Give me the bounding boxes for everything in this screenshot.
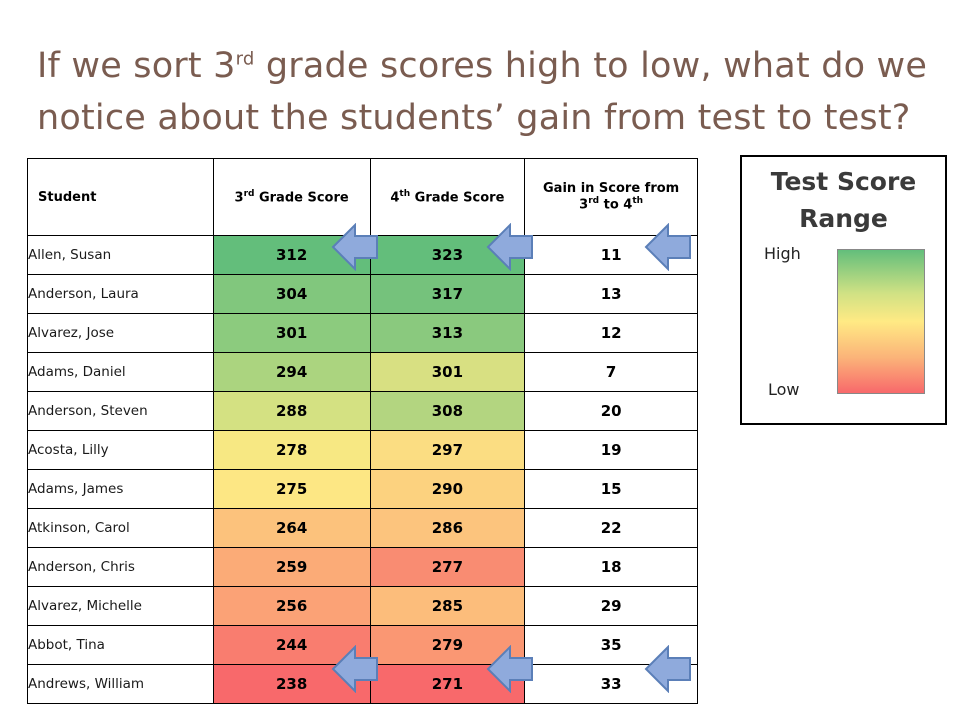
legend-high-label: High <box>764 244 801 263</box>
grade3-score-cell: 256 <box>212 586 371 626</box>
gain-cell: 7 <box>524 352 698 392</box>
student-name-cell: Allen, Susan <box>27 235 214 275</box>
gain-cell: 29 <box>524 586 698 626</box>
grade4-score-cell: 277 <box>369 547 526 587</box>
grade4-score-cell: 301 <box>369 352 526 392</box>
grade3-score-cell: 278 <box>212 430 371 470</box>
gain-cell: 13 <box>524 274 698 314</box>
table-row: Alvarez, Michelle 256 285 29 <box>27 586 698 626</box>
table-row: Acosta, Lilly 278 297 19 <box>27 430 698 470</box>
grade4-score-cell: 290 <box>369 469 526 509</box>
left-arrow-icon <box>331 645 378 693</box>
left-arrow-icon <box>331 223 378 271</box>
grade3-score-cell: 275 <box>212 469 371 509</box>
table-row: Adams, James 275 290 15 <box>27 469 698 509</box>
legend-box: Test Score Range High Low <box>740 155 947 425</box>
student-name-cell: Atkinson, Carol <box>27 508 214 548</box>
grade4-score-cell: 297 <box>369 430 526 470</box>
student-name-cell: Adams, Daniel <box>27 352 214 392</box>
grade4-score-cell: 285 <box>369 586 526 626</box>
grade3-score-cell: 304 <box>212 274 371 314</box>
gain-cell: 18 <box>524 547 698 587</box>
gain-cell: 20 <box>524 391 698 431</box>
legend-low-label: Low <box>768 380 800 399</box>
table-row: Anderson, Steven 288 308 20 <box>27 391 698 431</box>
table-row: Alvarez, Jose 301 313 12 <box>27 313 698 353</box>
grade3-score-cell: 301 <box>212 313 371 353</box>
table-header-row: Student 3rd Grade Score 4th Grade Score … <box>27 158 698 236</box>
page-title: If we sort 3rd grade scores high to low,… <box>37 46 928 138</box>
grade4-score-cell: 271 <box>369 664 526 704</box>
grade4-score-cell: 279 <box>369 625 526 665</box>
student-name-cell: Abbot, Tina <box>27 625 214 665</box>
student-name-cell: Alvarez, Michelle <box>27 586 214 626</box>
scores-table: Student 3rd Grade Score 4th Grade Score … <box>27 158 698 704</box>
left-arrow-icon <box>486 645 533 693</box>
header-3rd-grade: 3rd Grade Score <box>212 158 371 236</box>
left-arrow-icon <box>644 645 691 693</box>
gain-cell: 12 <box>524 313 698 353</box>
table-row: Atkinson, Carol 264 286 22 <box>27 508 698 548</box>
student-name-cell: Acosta, Lilly <box>27 430 214 470</box>
header-gain: Gain in Score from 3rd to 4th <box>524 158 698 236</box>
table-row: Andrews, William 238 271 33 <box>27 664 698 704</box>
student-name-cell: Anderson, Steven <box>27 391 214 431</box>
grade4-score-cell: 308 <box>369 391 526 431</box>
grade3-score-cell: 294 <box>212 352 371 392</box>
table-row: Anderson, Laura 304 317 13 <box>27 274 698 314</box>
student-name-cell: Anderson, Laura <box>27 274 214 314</box>
student-name-cell: Andrews, William <box>27 664 214 704</box>
table-row: Anderson, Chris 259 277 18 <box>27 547 698 587</box>
grade3-score-cell: 259 <box>212 547 371 587</box>
grade3-score-cell: 264 <box>212 508 371 548</box>
gain-cell: 22 <box>524 508 698 548</box>
student-name-cell: Alvarez, Jose <box>27 313 214 353</box>
student-name-cell: Anderson, Chris <box>27 547 214 587</box>
legend-title: Test Score Range <box>770 167 917 233</box>
grade3-score-cell: 288 <box>212 391 371 431</box>
grade4-score-cell: 313 <box>369 313 526 353</box>
grade4-score-cell: 317 <box>369 274 526 314</box>
legend-gradient-bar <box>837 249 925 394</box>
gain-cell: 15 <box>524 469 698 509</box>
grade4-score-cell: 286 <box>369 508 526 548</box>
header-student: Student <box>27 158 214 236</box>
gain-cell: 19 <box>524 430 698 470</box>
table-row: Adams, Daniel 294 301 7 <box>27 352 698 392</box>
left-arrow-icon <box>486 223 533 271</box>
student-name-cell: Adams, James <box>27 469 214 509</box>
left-arrow-icon <box>644 223 691 271</box>
